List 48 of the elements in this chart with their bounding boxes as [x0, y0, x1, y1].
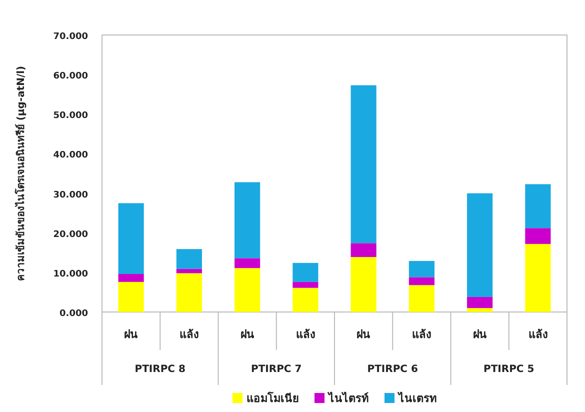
legend-label: ไนเตรท — [396, 391, 436, 405]
y-tick-label: 10.000 — [53, 269, 88, 280]
x-tick-label: ฝน — [472, 328, 487, 341]
x-tick-label: แล้ง — [412, 328, 432, 341]
bar — [234, 182, 260, 258]
y-tick-label: 30.000 — [53, 190, 88, 200]
text: PTIRPC 5 — [484, 364, 534, 375]
bar — [234, 268, 260, 312]
legend-label: แอมโมเนีย — [246, 391, 298, 405]
text: PTIRPC 6 — [367, 364, 418, 375]
x-tick-label: แล้ง — [180, 328, 199, 341]
bar — [118, 274, 144, 282]
bar — [525, 228, 551, 244]
x-tick-label: ฝน — [356, 328, 371, 341]
bar — [467, 296, 493, 308]
bar — [292, 288, 318, 312]
bar — [408, 260, 434, 278]
bar — [467, 193, 493, 297]
bar — [525, 184, 551, 228]
bar — [118, 282, 144, 312]
bar — [292, 282, 318, 288]
bar — [118, 203, 144, 274]
bar — [408, 277, 434, 286]
y-tick-label: 0.000 — [60, 309, 88, 319]
legend-label: ไนไตรท์ — [326, 391, 368, 405]
y-tick-label: 50.000 — [53, 111, 88, 122]
y-tick-label: 70.000 — [53, 32, 88, 42]
text: PTIRPC 7 — [251, 364, 302, 375]
y-tick-label: 20.000 — [53, 230, 88, 240]
x-tick-label: ฝน — [240, 328, 254, 341]
bar — [350, 85, 376, 244]
y-tick-label: 60.000 — [53, 72, 88, 82]
text: PTIRPC 8 — [134, 364, 186, 375]
bar — [467, 308, 493, 312]
bar — [525, 244, 551, 312]
bar — [234, 258, 260, 268]
y-tick-label: 40.000 — [53, 150, 88, 161]
x-tick-label: แล้ง — [296, 328, 315, 341]
bar — [176, 249, 202, 269]
x-tick-label: ฝน — [124, 328, 138, 341]
bar — [176, 268, 202, 274]
bar — [350, 243, 376, 257]
bar — [292, 262, 318, 282]
bar — [408, 285, 434, 312]
bar — [350, 256, 376, 312]
bar — [176, 273, 202, 312]
y-axis-title: ความเข้มข้นของไนโตรเจนอนินทรีย์ (µg-atN/l) — [14, 66, 27, 282]
x-tick-label: แล้ง — [528, 328, 548, 341]
